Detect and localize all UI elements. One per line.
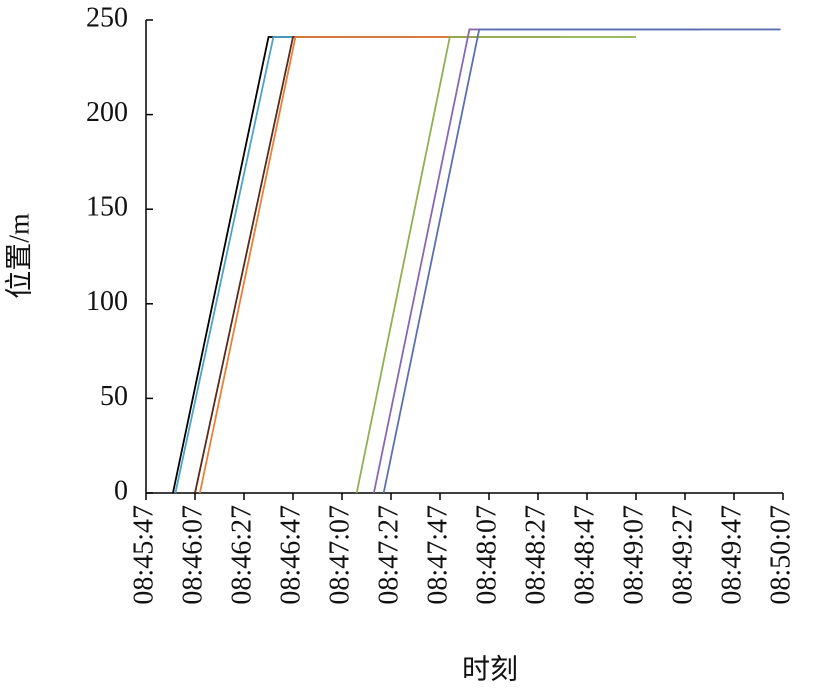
series-line xyxy=(174,36,416,494)
x-tick-label: 08:48:07 xyxy=(471,505,502,605)
x-tick-label: 08:46:27 xyxy=(226,505,257,605)
y-tick-label: 100 xyxy=(86,286,128,317)
x-axis-label: 时刻 xyxy=(462,653,518,685)
x-tick-label: 08:49:27 xyxy=(667,505,698,605)
series-line xyxy=(172,36,342,494)
x-tick-label: 08:45:47 xyxy=(128,505,159,605)
y-tick-label: 50 xyxy=(100,381,128,412)
y-tick-label: 200 xyxy=(86,97,128,128)
y-axis-label: 位置/m xyxy=(3,213,35,299)
x-tick-label: 08:49:47 xyxy=(716,505,747,605)
y-tick-label: 150 xyxy=(86,192,128,223)
x-tick-label: 08:47:47 xyxy=(422,505,453,605)
x-tick-label: 08:48:27 xyxy=(520,505,551,605)
y-tick-label: 250 xyxy=(86,2,128,33)
x-tick-label: 08:46:47 xyxy=(275,505,306,605)
x-tick-label: 08:49:07 xyxy=(618,505,649,605)
series-line xyxy=(355,36,636,494)
x-tick-label: 08:47:27 xyxy=(373,505,404,605)
series-line xyxy=(382,28,781,494)
series-line xyxy=(372,28,700,494)
x-tick-label: 08:48:47 xyxy=(569,505,600,605)
x-tick-label: 08:50:07 xyxy=(765,505,796,605)
y-tick-label: 0 xyxy=(114,475,128,506)
x-tick-label: 08:47:07 xyxy=(324,505,355,605)
x-tick-label: 08:46:07 xyxy=(177,505,208,605)
